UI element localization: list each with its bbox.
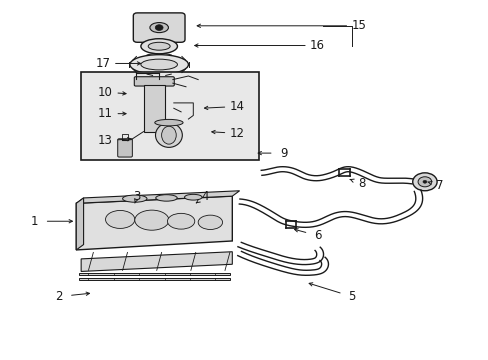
Text: 5: 5 [347, 290, 355, 303]
Ellipse shape [155, 120, 183, 126]
Text: 11: 11 [98, 107, 113, 120]
Bar [79, 278, 229, 280]
Text: 10: 10 [98, 86, 113, 99]
Text: 16: 16 [309, 39, 325, 52]
Polygon shape [76, 196, 232, 250]
Ellipse shape [141, 39, 177, 54]
Circle shape [417, 177, 431, 187]
Polygon shape [76, 191, 239, 203]
Ellipse shape [167, 213, 194, 229]
FancyBboxPatch shape [118, 139, 132, 157]
Text: 15: 15 [351, 19, 366, 32]
Polygon shape [76, 198, 83, 250]
Ellipse shape [156, 195, 177, 201]
FancyBboxPatch shape [134, 77, 174, 86]
Ellipse shape [198, 215, 222, 229]
Text: 17: 17 [95, 57, 110, 70]
Ellipse shape [130, 55, 188, 75]
Ellipse shape [141, 59, 177, 70]
Text: 7: 7 [435, 179, 443, 192]
Ellipse shape [161, 126, 176, 144]
Text: 2: 2 [55, 290, 63, 303]
Text: 4: 4 [202, 190, 209, 203]
Ellipse shape [122, 195, 147, 202]
Bar [79, 273, 229, 275]
Text: 1: 1 [31, 215, 39, 228]
Text: 6: 6 [313, 229, 321, 242]
FancyBboxPatch shape [133, 13, 184, 42]
Ellipse shape [135, 210, 168, 230]
Ellipse shape [105, 211, 135, 228]
Text: 8: 8 [357, 177, 365, 190]
Text: 9: 9 [279, 147, 286, 159]
Text: 14: 14 [229, 100, 244, 113]
Bar [143, 85, 164, 132]
Ellipse shape [155, 123, 182, 147]
Circle shape [155, 25, 163, 31]
Bar [81, 72, 259, 160]
Ellipse shape [148, 42, 170, 50]
Circle shape [422, 180, 426, 183]
Text: 13: 13 [98, 134, 113, 147]
Text: 3: 3 [133, 190, 141, 203]
Polygon shape [81, 252, 232, 271]
Circle shape [412, 173, 436, 191]
Ellipse shape [184, 194, 202, 200]
Ellipse shape [150, 23, 168, 33]
Text: 12: 12 [229, 127, 244, 140]
